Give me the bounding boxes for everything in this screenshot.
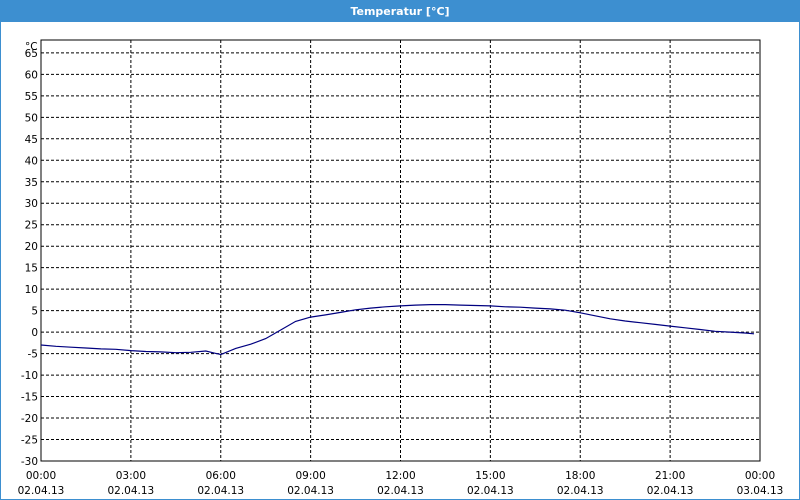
x-tick-time-label: 00:00 <box>26 470 56 482</box>
y-tick-label: 15 <box>25 263 38 275</box>
y-tick-label: 20 <box>25 241 38 253</box>
y-axis-ticks: 65605550454035302520151050-5-10-15-20-25… <box>21 48 38 468</box>
x-tick-date-label: 02.04.13 <box>287 485 334 497</box>
y-tick-label: 50 <box>25 112 38 124</box>
y-tick-label: -30 <box>21 456 38 468</box>
y-tick-label: 65 <box>25 48 38 60</box>
x-tick-time-label: 15:00 <box>475 470 505 482</box>
y-tick-label: -25 <box>21 435 38 447</box>
plot-area-border <box>40 39 761 462</box>
y-tick-label: 45 <box>25 134 38 146</box>
x-tick-date-label: 02.04.13 <box>467 485 514 497</box>
x-tick-time-label: 00:00 <box>745 470 775 482</box>
y-tick-label: 40 <box>25 155 38 167</box>
y-tick-label: 25 <box>25 220 38 232</box>
x-tick-date-label: 02.04.13 <box>377 485 424 497</box>
series-line-temperature <box>40 304 755 356</box>
chart-title: Temperatur [°C] <box>1 1 799 22</box>
x-tick-time-label: 06:00 <box>206 470 236 482</box>
y-tick-label: -10 <box>21 370 38 382</box>
x-tick-date-label: 02.04.13 <box>557 485 604 497</box>
y-axis-unit-label: °C <box>25 41 38 53</box>
x-tick-time-label: 09:00 <box>295 470 325 482</box>
y-tick-label: 60 <box>25 69 38 81</box>
x-tick-date-label: 02.04.13 <box>107 485 154 497</box>
y-tick-label: 10 <box>25 284 38 296</box>
x-tick-date-label: 03.04.13 <box>737 485 784 497</box>
x-axis-ticks: 00:00 02.04.13 03:00 02.04.13 06:00 02.04.13 0… <box>18 470 784 497</box>
x-tick-time-label: 12:00 <box>385 470 415 482</box>
y-tick-label: -20 <box>21 413 38 425</box>
y-tick-label: 30 <box>25 198 38 210</box>
x-tick-time-label: 18:00 <box>565 470 595 482</box>
y-tick-label: 5 <box>31 306 38 318</box>
x-tick-date-label: 02.04.13 <box>18 485 65 497</box>
x-tick-date-label: 02.04.13 <box>197 485 244 497</box>
y-tick-label: 35 <box>25 177 38 189</box>
x-tick-date-label: 02.04.13 <box>647 485 694 497</box>
y-tick-label: -15 <box>21 392 38 404</box>
y-tick-label: 0 <box>31 327 38 339</box>
x-tick-time-label: 03:00 <box>116 470 146 482</box>
grid-lines <box>41 40 760 461</box>
y-tick-label: 55 <box>25 91 38 103</box>
x-tick-time-label: 21:00 <box>655 470 685 482</box>
y-tick-label: -5 <box>28 349 38 361</box>
